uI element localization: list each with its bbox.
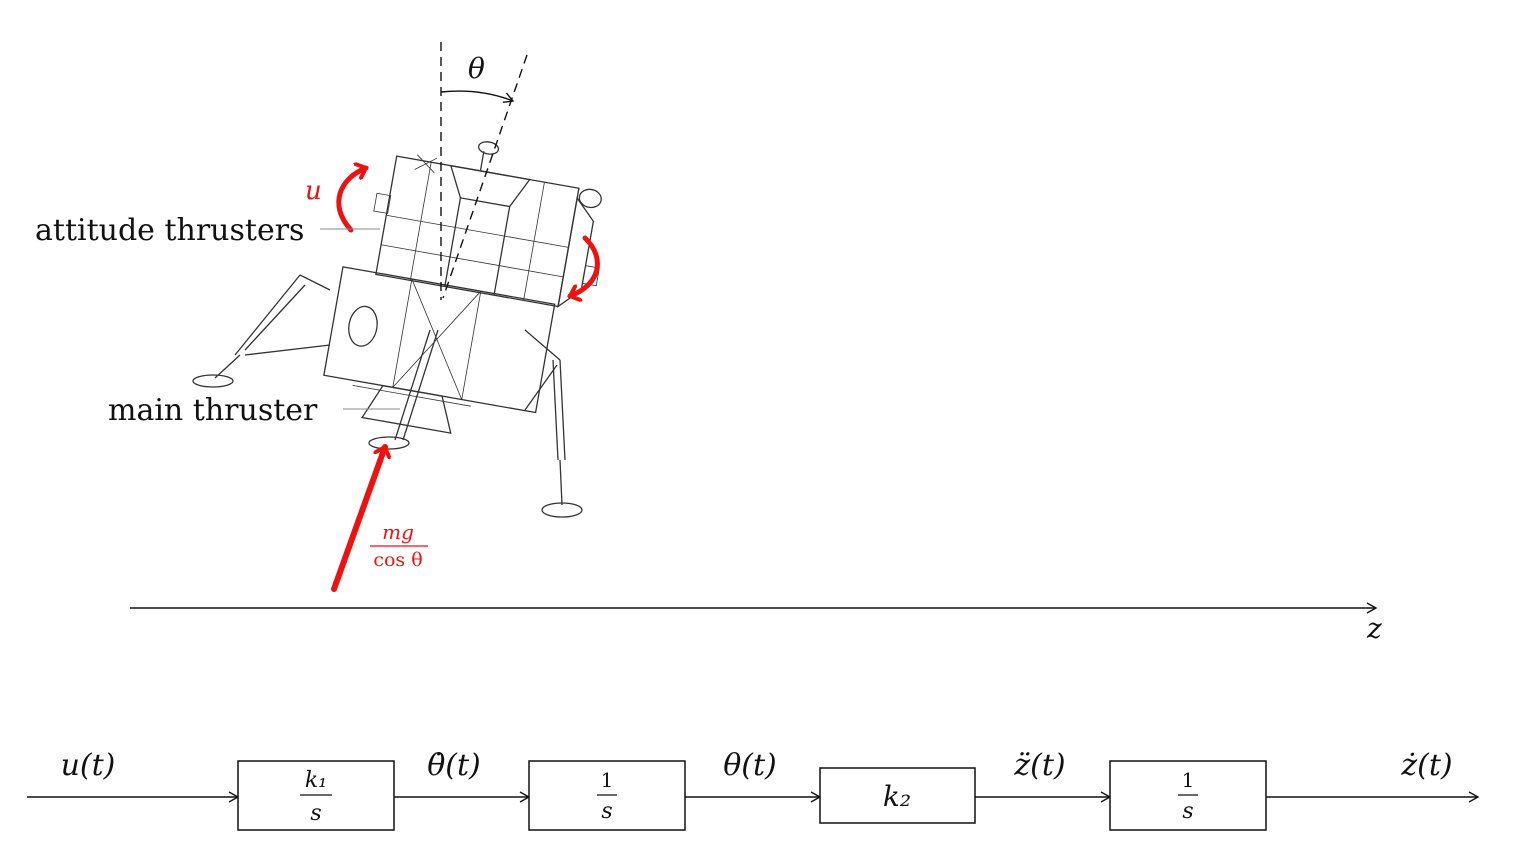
z-axis-label: z	[1366, 612, 1382, 645]
force-fraction: mg cos θ	[370, 520, 428, 571]
thrust-force-arrow	[331, 444, 385, 592]
block1-denominator: s	[310, 801, 321, 826]
block4-denominator: s	[1182, 799, 1193, 824]
descent-port	[348, 305, 378, 347]
attitude-thrusters-label: attitude thrusters	[35, 213, 304, 248]
torque-arrow-right	[570, 235, 600, 296]
docking-hatch	[449, 164, 531, 208]
block3-label: k₂	[883, 780, 911, 813]
main-engine-bell	[361, 384, 452, 434]
foot-pad-right	[541, 502, 583, 518]
block4-numerator: 1	[1182, 768, 1195, 792]
theta-label: θ	[468, 52, 485, 85]
rcs-quad-left	[373, 192, 392, 214]
landing-legs	[192, 274, 583, 518]
signal-theta-dot: θ̇(t)	[427, 748, 481, 783]
block-diagram: k₁ s 1 s k₂ 1 s u(t) θ̇(t) θ(t) z̈(t) ż(…	[27, 748, 1480, 831]
control-u-label: u	[305, 176, 322, 206]
antenna-dish	[477, 141, 500, 155]
foot-pad-front	[368, 436, 410, 450]
rendezvous-dish	[578, 188, 602, 209]
lander-illustration	[192, 141, 602, 518]
signal-z-ddot: z̈(t)	[1013, 748, 1065, 783]
signal-z-dot: ż(t)	[1400, 748, 1452, 783]
torque-arrow-left	[336, 168, 366, 233]
lander-axis-line	[442, 54, 528, 299]
theta-angle-arc	[440, 90, 515, 104]
descent-stage-body	[323, 266, 556, 414]
gain-block	[819, 767, 976, 824]
block2-denominator: s	[601, 799, 612, 824]
block2-numerator: 1	[601, 768, 614, 792]
foot-pad-left	[192, 374, 234, 388]
force-numerator: mg	[382, 520, 414, 544]
block1-numerator: k₁	[305, 768, 327, 793]
signal-u: u(t)	[61, 748, 116, 783]
force-denominator: cos θ	[373, 549, 422, 571]
signal-theta: θ(t)	[723, 748, 777, 783]
main-thruster-label: main thruster	[108, 393, 318, 428]
